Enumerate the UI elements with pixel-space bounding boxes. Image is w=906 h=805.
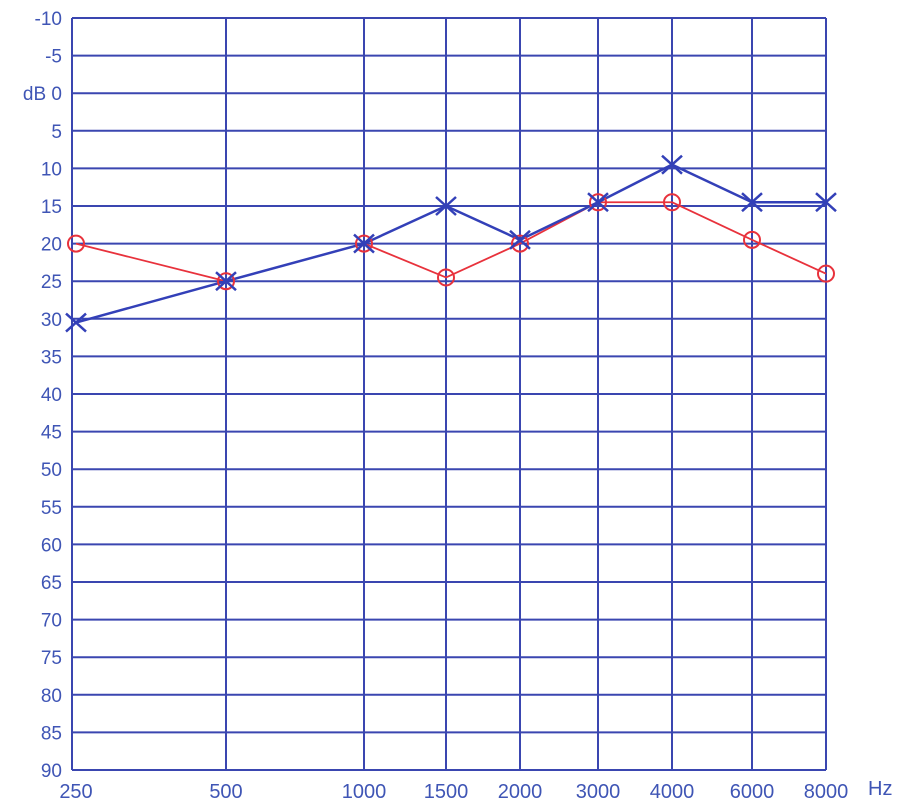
circle-marker [743, 230, 761, 249]
y-tick-label: 50 [41, 460, 62, 481]
y-tick-label: 60 [41, 535, 62, 556]
x-marker [65, 312, 87, 333]
x-tick-label: 250 [59, 781, 92, 803]
y-tick-label: 5 [51, 122, 62, 143]
y-tick-label: 40 [41, 385, 62, 406]
y-tick-label: 25 [41, 272, 62, 293]
circle-marker [355, 234, 373, 253]
x-unit-label: Hz [868, 778, 892, 800]
x-tick-label: 4000 [650, 781, 695, 803]
circle-series-line [75, 201, 827, 283]
chart-grid [71, 17, 827, 771]
y-tick-label: -10 [35, 9, 62, 30]
y-tick-label: 55 [41, 498, 62, 519]
circle-marker [67, 234, 85, 253]
x-marker-stroke [741, 192, 763, 213]
series-markers [65, 154, 837, 333]
y-tick-label: 75 [41, 648, 62, 669]
x-tick-label: 3000 [576, 781, 621, 803]
circle-marker [217, 272, 235, 291]
x-axis-labels: 250 500 1000 1500 2000 3000 4000 6000 8000 Hz [59, 778, 892, 803]
y-tick-label: 15 [41, 197, 62, 218]
y-tick-label: 20 [41, 235, 62, 256]
x-tick-label: 6000 [730, 781, 775, 803]
x-marker-stroke [353, 233, 375, 254]
x-marker [587, 192, 609, 213]
circle-marker [663, 193, 681, 212]
x-marker-stroke [587, 192, 609, 213]
circle-marker [817, 264, 835, 283]
x-tick-label: 1500 [424, 781, 469, 803]
circle-marker [511, 234, 529, 253]
x-marker [509, 229, 531, 250]
x-marker-stroke [65, 312, 87, 333]
x-tick-label: 1000 [342, 781, 387, 803]
x-marker [741, 192, 763, 213]
x-marker-stroke [509, 229, 531, 250]
y-axis-labels: -10 -5 dB 0 5 10 15 20 25 30 35 40 45 50 55 60 65 70 75 80… [23, 9, 62, 782]
y-tick-label: dB 0 [23, 84, 62, 105]
x-marker-stroke [435, 196, 457, 216]
x-marker [661, 154, 683, 175]
x-marker [353, 233, 375, 254]
circle-marker [589, 193, 607, 212]
y-tick-label: 85 [41, 723, 62, 744]
x-marker [435, 196, 457, 216]
y-tick-label: 90 [41, 761, 62, 782]
x-marker-stroke [661, 154, 683, 175]
y-tick-label: -5 [45, 47, 62, 68]
y-tick-label: 35 [41, 347, 62, 368]
circle-marker [437, 268, 455, 287]
x-tick-label: 2000 [498, 781, 543, 803]
y-tick-label: 30 [41, 310, 62, 331]
x-marker-stroke [215, 271, 237, 292]
y-tick-label: 80 [41, 686, 62, 707]
y-tick-label: 10 [41, 159, 62, 180]
x-marker [215, 271, 237, 292]
x-marker [815, 192, 837, 213]
y-tick-label: 70 [41, 611, 62, 632]
y-tick-label: 65 [41, 573, 62, 594]
x-tick-label: 8000 [804, 781, 849, 803]
x-tick-label: 500 [209, 781, 242, 803]
x-marker-stroke [815, 192, 837, 213]
y-tick-label: 45 [41, 423, 62, 444]
